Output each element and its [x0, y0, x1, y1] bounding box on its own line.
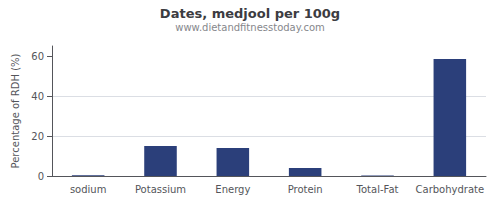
svg-text:www.dietandfitnesstoday.com: www.dietandfitnesstoday.com [175, 22, 324, 33]
svg-text:Potassium: Potassium [135, 184, 186, 195]
svg-text:20: 20 [31, 131, 44, 142]
svg-text:Dates, medjool per 100g: Dates, medjool per 100g [160, 6, 340, 21]
svg-text:60: 60 [31, 51, 44, 62]
svg-text:40: 40 [31, 91, 44, 102]
svg-text:Total-Fat: Total-Fat [356, 184, 399, 195]
svg-text:0: 0 [38, 171, 44, 182]
svg-text:Energy: Energy [215, 184, 250, 195]
svg-text:Percentage of RDH (%): Percentage of RDH (%) [10, 53, 21, 168]
svg-text:Carbohydrate: Carbohydrate [416, 184, 485, 195]
svg-text:Protein: Protein [288, 184, 323, 195]
svg-text:sodium: sodium [70, 184, 107, 195]
